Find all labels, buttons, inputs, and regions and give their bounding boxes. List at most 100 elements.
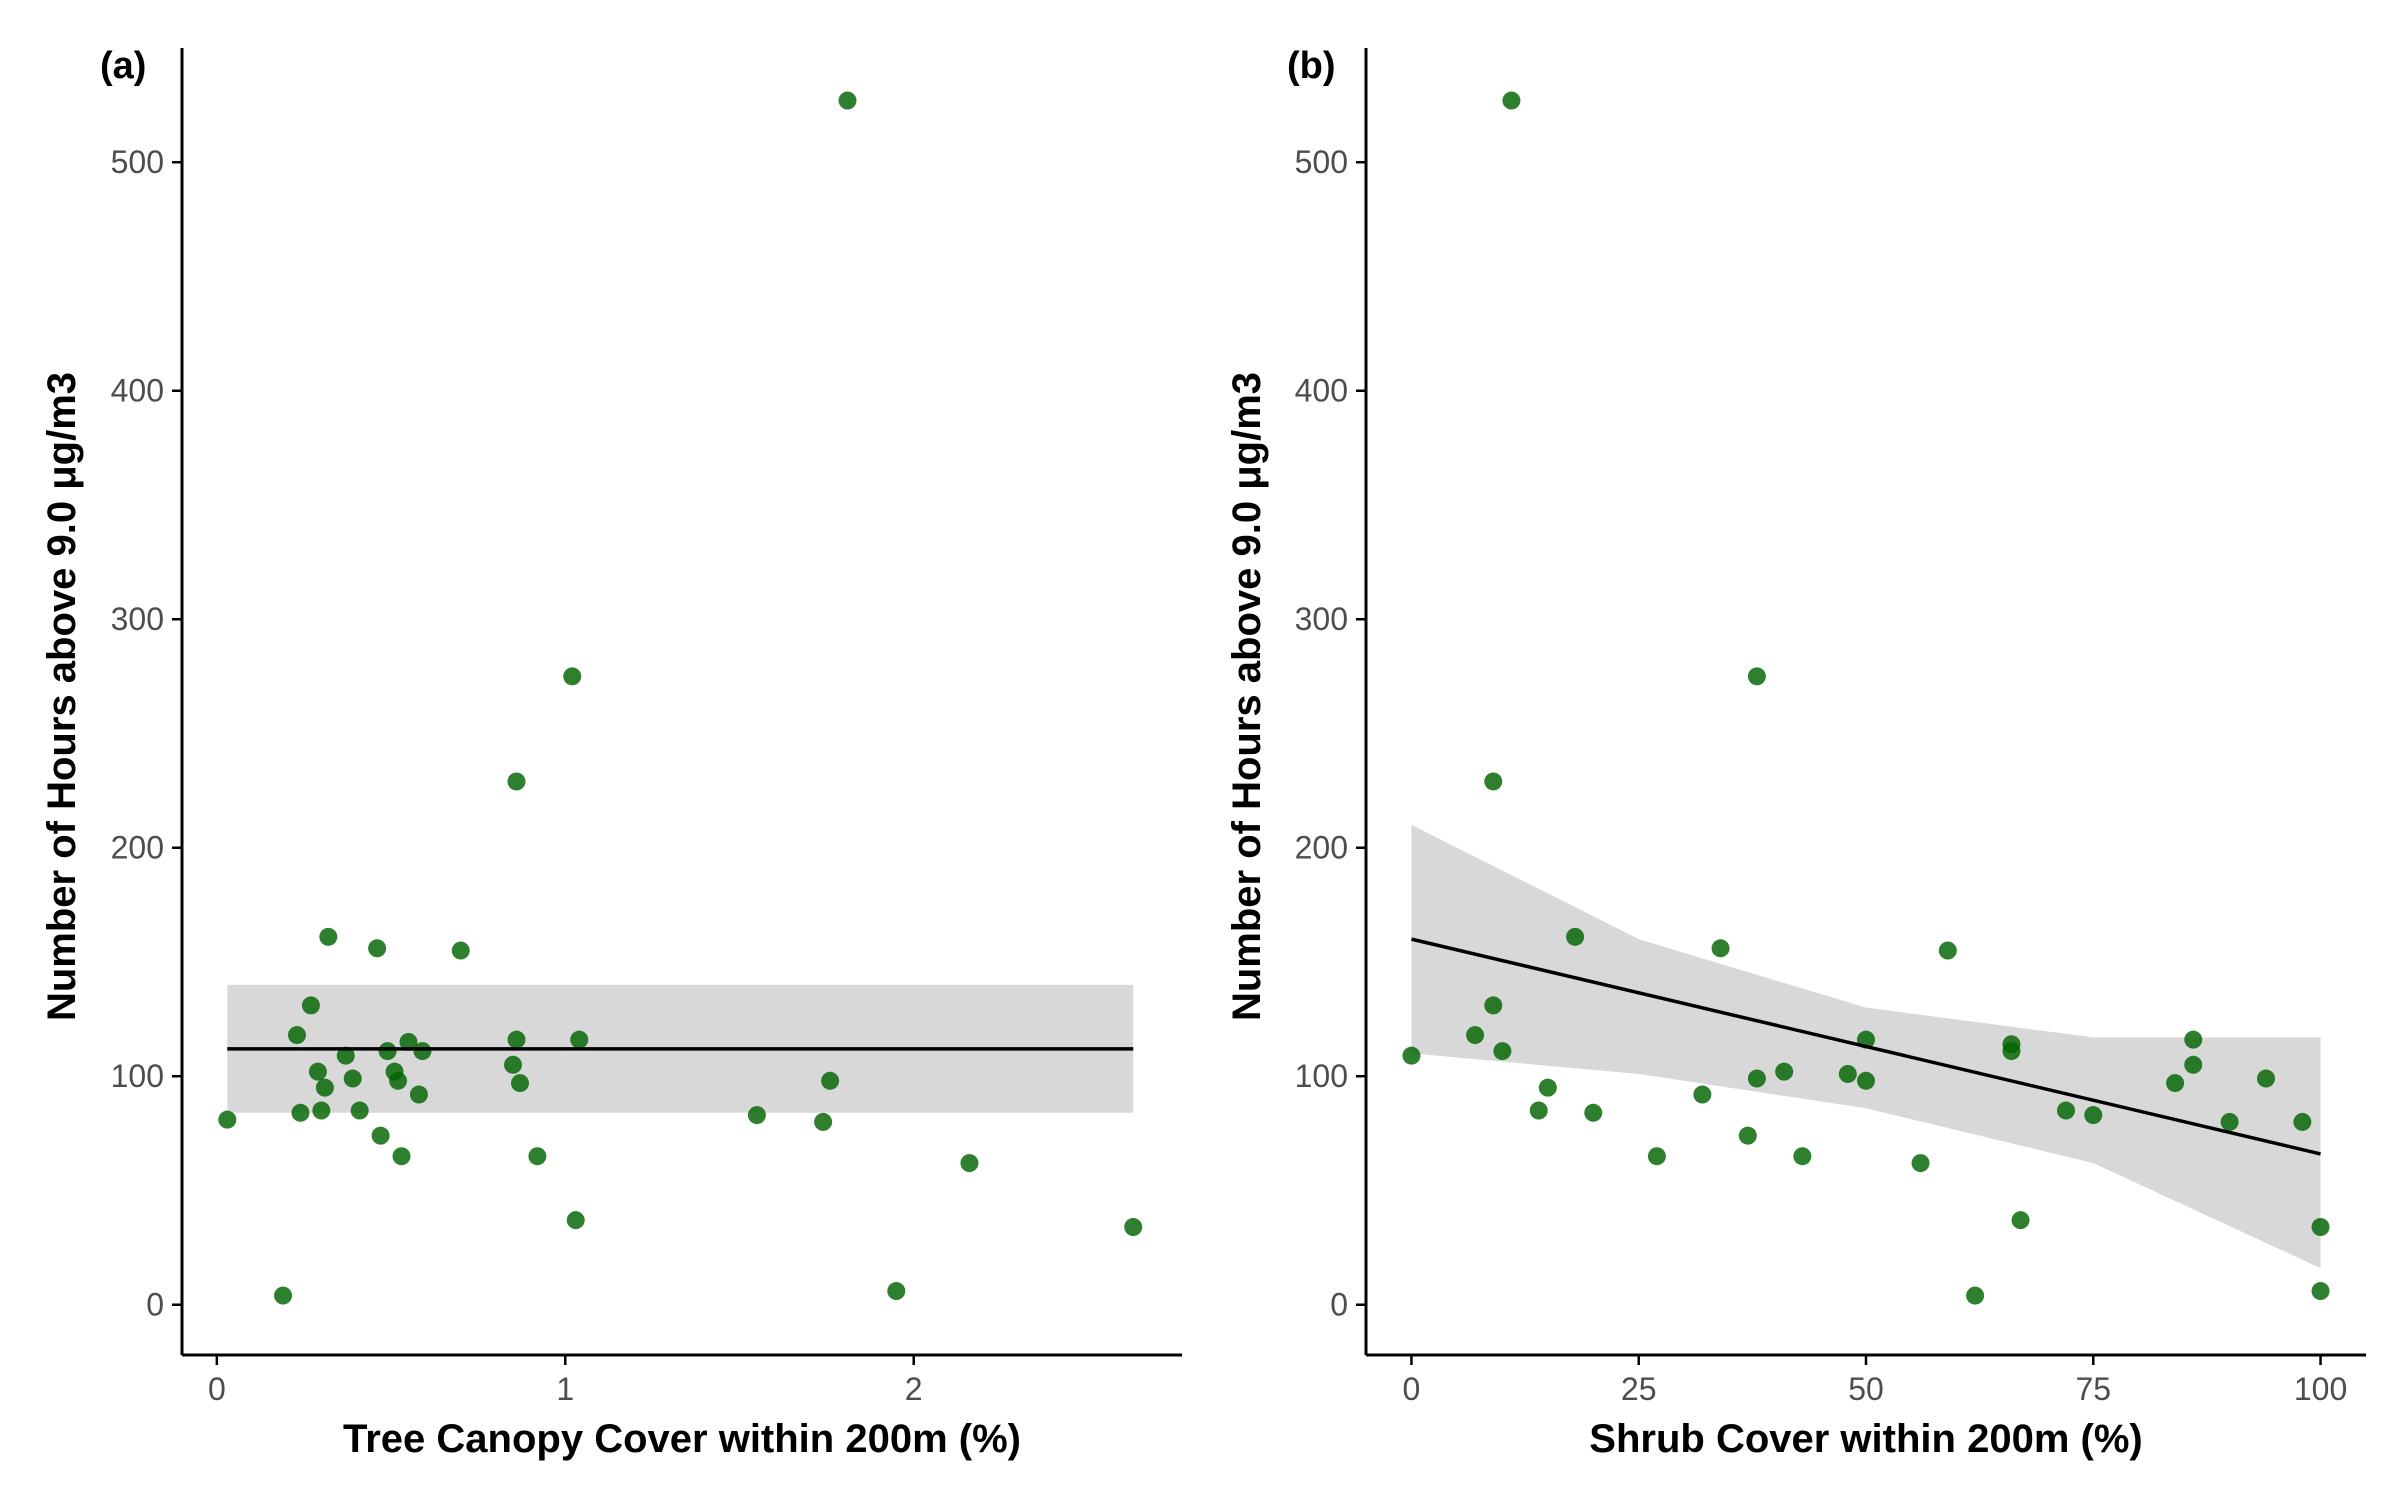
y-tick-label: 400: [111, 373, 164, 409]
panel-label: (b): [1287, 45, 1336, 87]
data-point: [2311, 1282, 2330, 1301]
data-point: [563, 667, 582, 686]
x-tick-label: 75: [2075, 1371, 2111, 1407]
y-axis-title: Number of Hours above 9.0 μg/m3: [1225, 372, 1269, 1021]
x-tick-label: 0: [208, 1371, 226, 1407]
data-point: [350, 1101, 369, 1120]
data-point: [821, 1071, 840, 1090]
data-point: [312, 1101, 331, 1120]
panel-shrub-cover: 0 100 200 300 400 500 0 25 50 75 100 Shrub Cover wi…: [1225, 45, 2366, 1461]
data-point: [838, 91, 857, 110]
data-point: [1738, 1126, 1757, 1145]
data-point: [2293, 1112, 2312, 1131]
x-axis-title: Shrub Cover within 200m (%): [1589, 1417, 2142, 1461]
x-tick-label: 1: [556, 1371, 574, 1407]
data-point: [2311, 1218, 2330, 1237]
data-point: [1124, 1218, 1143, 1237]
regression-line: [1411, 937, 2321, 1156]
data-point: [2084, 1106, 2103, 1125]
data-point: [2002, 1035, 2021, 1054]
y-tick-label: 200: [1295, 830, 1348, 866]
data-point: [315, 1078, 334, 1097]
data-point: [308, 1062, 327, 1081]
y-tick-label: 500: [1295, 144, 1348, 180]
data-point: [1466, 1026, 1485, 1045]
data-point: [507, 772, 526, 791]
data-point: [507, 1030, 526, 1049]
data-point: [343, 1069, 362, 1088]
data-point: [510, 1074, 529, 1093]
data-point: [1693, 1085, 1712, 1104]
y-tick-label: 100: [1295, 1058, 1348, 1094]
data-point: [1911, 1154, 1930, 1173]
data-point: [368, 939, 387, 958]
data-point: [409, 1085, 428, 1104]
data-point: [274, 1286, 293, 1305]
x-tick-label: 100: [2294, 1371, 2347, 1407]
data-point: [1484, 996, 1503, 1015]
y-tick-label: 300: [1295, 601, 1348, 637]
data-point: [1566, 927, 1585, 946]
data-point: [1775, 1062, 1794, 1081]
data-point: [528, 1147, 547, 1166]
data-point: [2184, 1030, 2203, 1049]
data-point: [747, 1106, 766, 1125]
data-point: [1966, 1286, 1985, 1305]
data-point: [413, 1042, 432, 1061]
data-point: [1402, 1046, 1421, 1065]
data-point: [319, 927, 338, 946]
data-point: [2166, 1074, 2185, 1093]
y-tick-label: 300: [111, 601, 164, 637]
y-tick-label: 100: [111, 1058, 164, 1094]
y-tick-label: 0: [1330, 1287, 1348, 1323]
data-point: [301, 996, 320, 1015]
panel-tree-canopy: 0 100 200 300 400 500 0 1 2 Tree Canopy Cover wit…: [40, 45, 1182, 1461]
panel-label: (a): [100, 45, 146, 87]
data-point: [887, 1282, 906, 1301]
data-point: [1793, 1147, 1812, 1166]
data-point: [1502, 91, 1521, 110]
y-tick-label: 0: [146, 1287, 164, 1323]
data-point: [2057, 1101, 2075, 1120]
data-point: [218, 1110, 237, 1129]
data-point: [2011, 1211, 2030, 1230]
data-point: [1484, 772, 1503, 791]
data-point: [1747, 667, 1766, 686]
data-point: [1838, 1064, 1857, 1083]
data-point: [287, 1026, 306, 1045]
data-point: [1493, 1042, 1512, 1061]
data-point: [378, 1042, 397, 1061]
data-point: [1584, 1103, 1603, 1122]
data-point: [392, 1147, 411, 1166]
data-point: [2220, 1112, 2239, 1131]
data-point: [1857, 1071, 1875, 1090]
x-tick-label: 50: [1848, 1371, 1884, 1407]
y-tick-label: 200: [111, 830, 164, 866]
x-tick-label: 25: [1621, 1371, 1657, 1407]
data-point: [291, 1103, 310, 1122]
data-point: [2257, 1069, 2275, 1088]
data-point: [2184, 1055, 2203, 1074]
data-point: [1711, 939, 1730, 958]
data-point: [814, 1112, 833, 1131]
x-axis-title: Tree Canopy Cover within 200m (%): [343, 1417, 1021, 1461]
y-axis-title: Number of Hours above 9.0 μg/m3: [40, 372, 84, 1021]
data-point: [1747, 1069, 1766, 1088]
data-point: [1647, 1147, 1666, 1166]
data-point: [1529, 1101, 1548, 1120]
data-point: [960, 1154, 979, 1173]
data-point: [504, 1055, 523, 1074]
x-tick-label: 2: [905, 1371, 923, 1407]
data-point: [389, 1071, 408, 1090]
y-tick-label: 500: [111, 144, 164, 180]
data-point: [371, 1126, 390, 1145]
y-tick-label: 400: [1295, 373, 1348, 409]
x-tick-label: 0: [1403, 1371, 1421, 1407]
data-point: [570, 1030, 589, 1049]
data-point: [566, 1211, 585, 1230]
data-point: [1938, 941, 1957, 960]
data-point: [336, 1046, 355, 1065]
data-point: [399, 1032, 418, 1051]
data-point: [1538, 1078, 1557, 1097]
